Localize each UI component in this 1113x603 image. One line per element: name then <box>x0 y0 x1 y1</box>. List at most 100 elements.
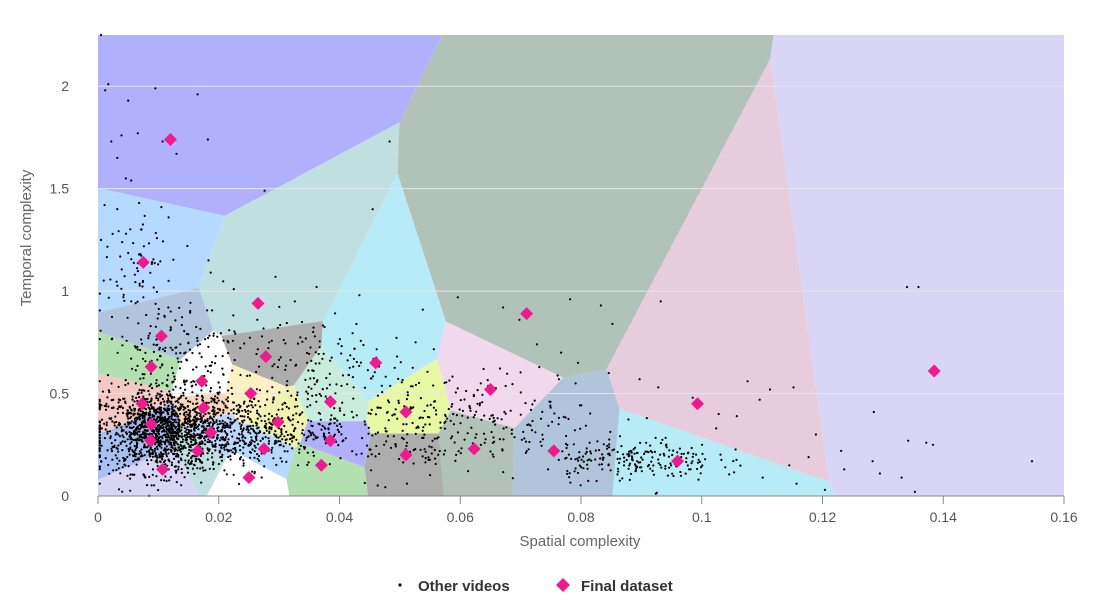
other-video-point <box>338 407 341 410</box>
other-video-point <box>143 432 146 435</box>
other-video-point <box>451 435 454 438</box>
other-video-point <box>389 446 393 449</box>
other-video-point <box>172 432 175 435</box>
other-video-point <box>159 421 162 424</box>
other-video-point <box>266 390 269 393</box>
other-video-point <box>138 396 141 399</box>
other-video-point <box>234 449 237 452</box>
other-video-point <box>241 433 244 436</box>
other-video-point <box>177 428 180 431</box>
legend-other-videos[interactable]: Other videos <box>418 578 510 595</box>
other-video-point <box>352 386 355 389</box>
other-video-point <box>117 467 120 470</box>
other-video-point <box>279 356 282 359</box>
other-video-point <box>123 275 126 278</box>
other-video-point <box>309 346 312 349</box>
other-video-point <box>219 409 222 412</box>
other-video-point <box>202 422 205 425</box>
other-video-point <box>453 441 456 444</box>
other-video-point <box>150 407 153 410</box>
other-video-point <box>209 271 212 274</box>
other-video-point <box>230 421 233 424</box>
other-video-point <box>429 474 432 477</box>
other-video-point <box>98 482 101 485</box>
other-video-point <box>222 411 225 414</box>
legend-final-dataset[interactable]: Final dataset <box>581 578 673 595</box>
other-video-point <box>98 468 101 471</box>
other-video-point <box>305 361 309 364</box>
other-video-point <box>618 479 621 482</box>
other-video-point <box>140 448 143 451</box>
other-video-point <box>266 398 269 401</box>
other-video-point <box>161 419 164 422</box>
other-video-point <box>301 340 304 343</box>
other-video-point <box>449 419 452 422</box>
other-video-point <box>175 455 178 458</box>
other-video-point <box>104 89 107 92</box>
other-video-point <box>211 443 214 446</box>
other-video-point <box>699 472 702 475</box>
other-video-point <box>175 481 178 484</box>
other-video-point <box>318 392 321 396</box>
other-video-point <box>437 436 440 439</box>
other-video-point <box>137 322 140 325</box>
other-video-point <box>475 410 478 413</box>
other-video-point <box>355 322 358 326</box>
other-video-point <box>220 444 223 447</box>
other-video-point <box>278 391 281 394</box>
other-video-point <box>450 405 453 408</box>
other-video-point <box>156 358 159 361</box>
other-video-point <box>291 447 294 450</box>
other-video-point <box>274 439 277 443</box>
other-video-point <box>189 400 192 403</box>
other-video-point <box>208 417 211 420</box>
legend[interactable]: Other videos Final dataset <box>398 578 673 595</box>
other-video-point <box>147 242 151 245</box>
other-video-point <box>157 430 160 433</box>
other-video-point <box>455 453 458 456</box>
other-video-point <box>426 415 430 419</box>
axes <box>97 495 1065 504</box>
other-video-point <box>660 466 663 469</box>
other-video-point <box>271 386 274 389</box>
other-video-point <box>652 464 655 467</box>
voronoi-region <box>221 321 323 387</box>
other-video-point <box>184 446 187 449</box>
other-video-point <box>541 433 544 436</box>
other-video-point <box>151 455 154 458</box>
other-video-point <box>172 410 175 413</box>
other-video-point <box>608 438 611 441</box>
other-video-point <box>340 433 343 436</box>
other-video-point <box>285 438 288 441</box>
other-video-point <box>116 284 119 287</box>
other-video-point <box>157 436 161 439</box>
other-video-point <box>176 357 179 360</box>
other-video-point <box>284 441 287 445</box>
other-video-point <box>580 466 583 469</box>
other-video-point <box>206 370 209 373</box>
other-video-point <box>261 437 264 440</box>
other-video-point <box>155 445 158 448</box>
other-video-point <box>188 463 191 466</box>
other-video-point <box>672 449 675 452</box>
other-video-point <box>173 418 176 422</box>
other-video-point <box>142 377 145 380</box>
other-video-point <box>270 415 274 418</box>
other-video-point <box>566 469 569 473</box>
other-video-point <box>310 420 313 423</box>
other-video-point <box>122 293 125 296</box>
other-video-point <box>363 420 366 423</box>
other-video-point <box>557 458 560 461</box>
other-video-point <box>225 443 228 446</box>
other-video-point <box>452 413 455 416</box>
other-video-point <box>701 464 704 467</box>
other-video-point <box>153 418 156 421</box>
other-video-point <box>199 413 202 416</box>
other-video-point <box>216 427 219 430</box>
other-video-point <box>339 457 342 460</box>
other-video-point <box>127 465 130 468</box>
other-video-point <box>144 434 147 437</box>
other-video-point <box>100 460 103 463</box>
other-video-point <box>340 384 343 387</box>
